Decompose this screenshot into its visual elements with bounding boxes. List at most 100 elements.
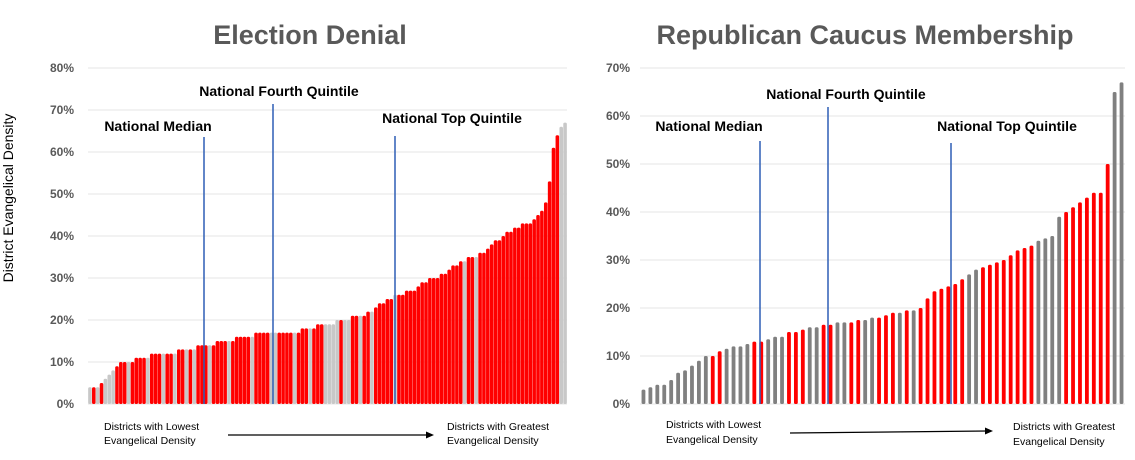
bar [285,332,289,404]
bar [122,362,127,404]
bar [138,357,142,404]
bar [953,284,958,404]
bar [1057,216,1062,404]
bar [717,351,722,404]
chart2-arrowhead [985,427,993,435]
bar [532,219,536,404]
bar [292,332,297,404]
bar [231,341,235,404]
bar [683,370,687,404]
bar [416,286,421,404]
bar [277,332,281,404]
bar [316,324,320,404]
bar [308,328,312,404]
bar [641,389,646,404]
bar [752,341,757,404]
chart1-arrowhead [426,431,434,439]
bar [918,308,923,404]
bar [1029,245,1034,404]
y-tick-label: 20% [606,301,630,315]
annotation-label: National Median [655,118,762,134]
chart-election-denial: Election Denial 0% 10% 20% 30% 40% 50% 60% 70% 8… [50,20,567,411]
bar [327,324,332,404]
bar [967,274,972,404]
bar [234,336,239,404]
bar [431,278,436,404]
bar [339,320,343,404]
chart1-annotations: National Median National Fourth Quintile N… [104,83,522,404]
annotation-label: National Fourth Quintile [766,86,926,102]
bar [346,320,351,404]
bar [932,291,937,404]
bar [273,332,278,404]
bar [828,324,833,404]
bar [890,312,895,404]
bar [451,265,455,404]
bar [1105,164,1110,404]
bar [169,353,173,404]
bar [289,332,293,404]
chart2-footer-left-1: Districts with Lowest [666,419,761,431]
y-tick-label: 0% [613,397,631,411]
bar [362,315,366,404]
bar [300,328,305,404]
bar [447,269,451,404]
bar [1050,236,1055,404]
bar [1084,197,1089,404]
bar [435,278,440,404]
bar [358,315,363,404]
bar [180,349,185,404]
bar [207,345,212,404]
y-tick-label: 70% [606,61,630,75]
bar [478,252,482,404]
y-tick-label: 20% [50,313,74,327]
bar [676,372,681,404]
bar [215,341,220,404]
bar [513,227,517,404]
bar [482,252,486,404]
bar [897,312,902,404]
annotation-label: National Top Quintile [382,110,522,126]
bar [439,273,444,404]
bar [466,257,471,404]
chart2-footer-left-2: Evangelical Density [666,434,758,446]
bar [1008,255,1013,404]
bar [946,286,951,404]
bar [184,349,189,404]
bar [254,332,258,404]
bar [385,299,390,404]
bar [821,324,826,404]
bar [88,387,92,404]
bar [149,353,154,404]
bar [111,370,115,404]
bar [648,387,653,404]
chart1-footer-left-1: Districts with Lowest [104,421,199,433]
bar [1071,207,1075,404]
chart2-gridlines [640,67,1125,405]
bar [842,322,847,404]
bar [960,279,965,404]
bar [192,349,197,404]
bar [800,329,805,404]
bar [196,345,200,404]
bar [458,261,463,404]
chart1-footer-right-2: Evangelical Density [447,435,539,447]
bar [925,298,930,404]
bar [814,327,819,404]
bar [1001,260,1006,404]
bar [981,267,985,404]
bar [296,332,301,404]
bar [807,327,812,404]
bar [1022,248,1027,404]
bar [281,332,285,404]
y-tick-label: 50% [50,187,74,201]
bar [250,336,254,404]
bar [165,353,169,404]
y-tick-label: 40% [50,229,74,243]
bar [401,294,405,404]
bar [350,315,355,404]
bar [211,345,216,404]
bar [107,374,112,404]
bar [1064,212,1069,404]
bar [849,322,854,404]
